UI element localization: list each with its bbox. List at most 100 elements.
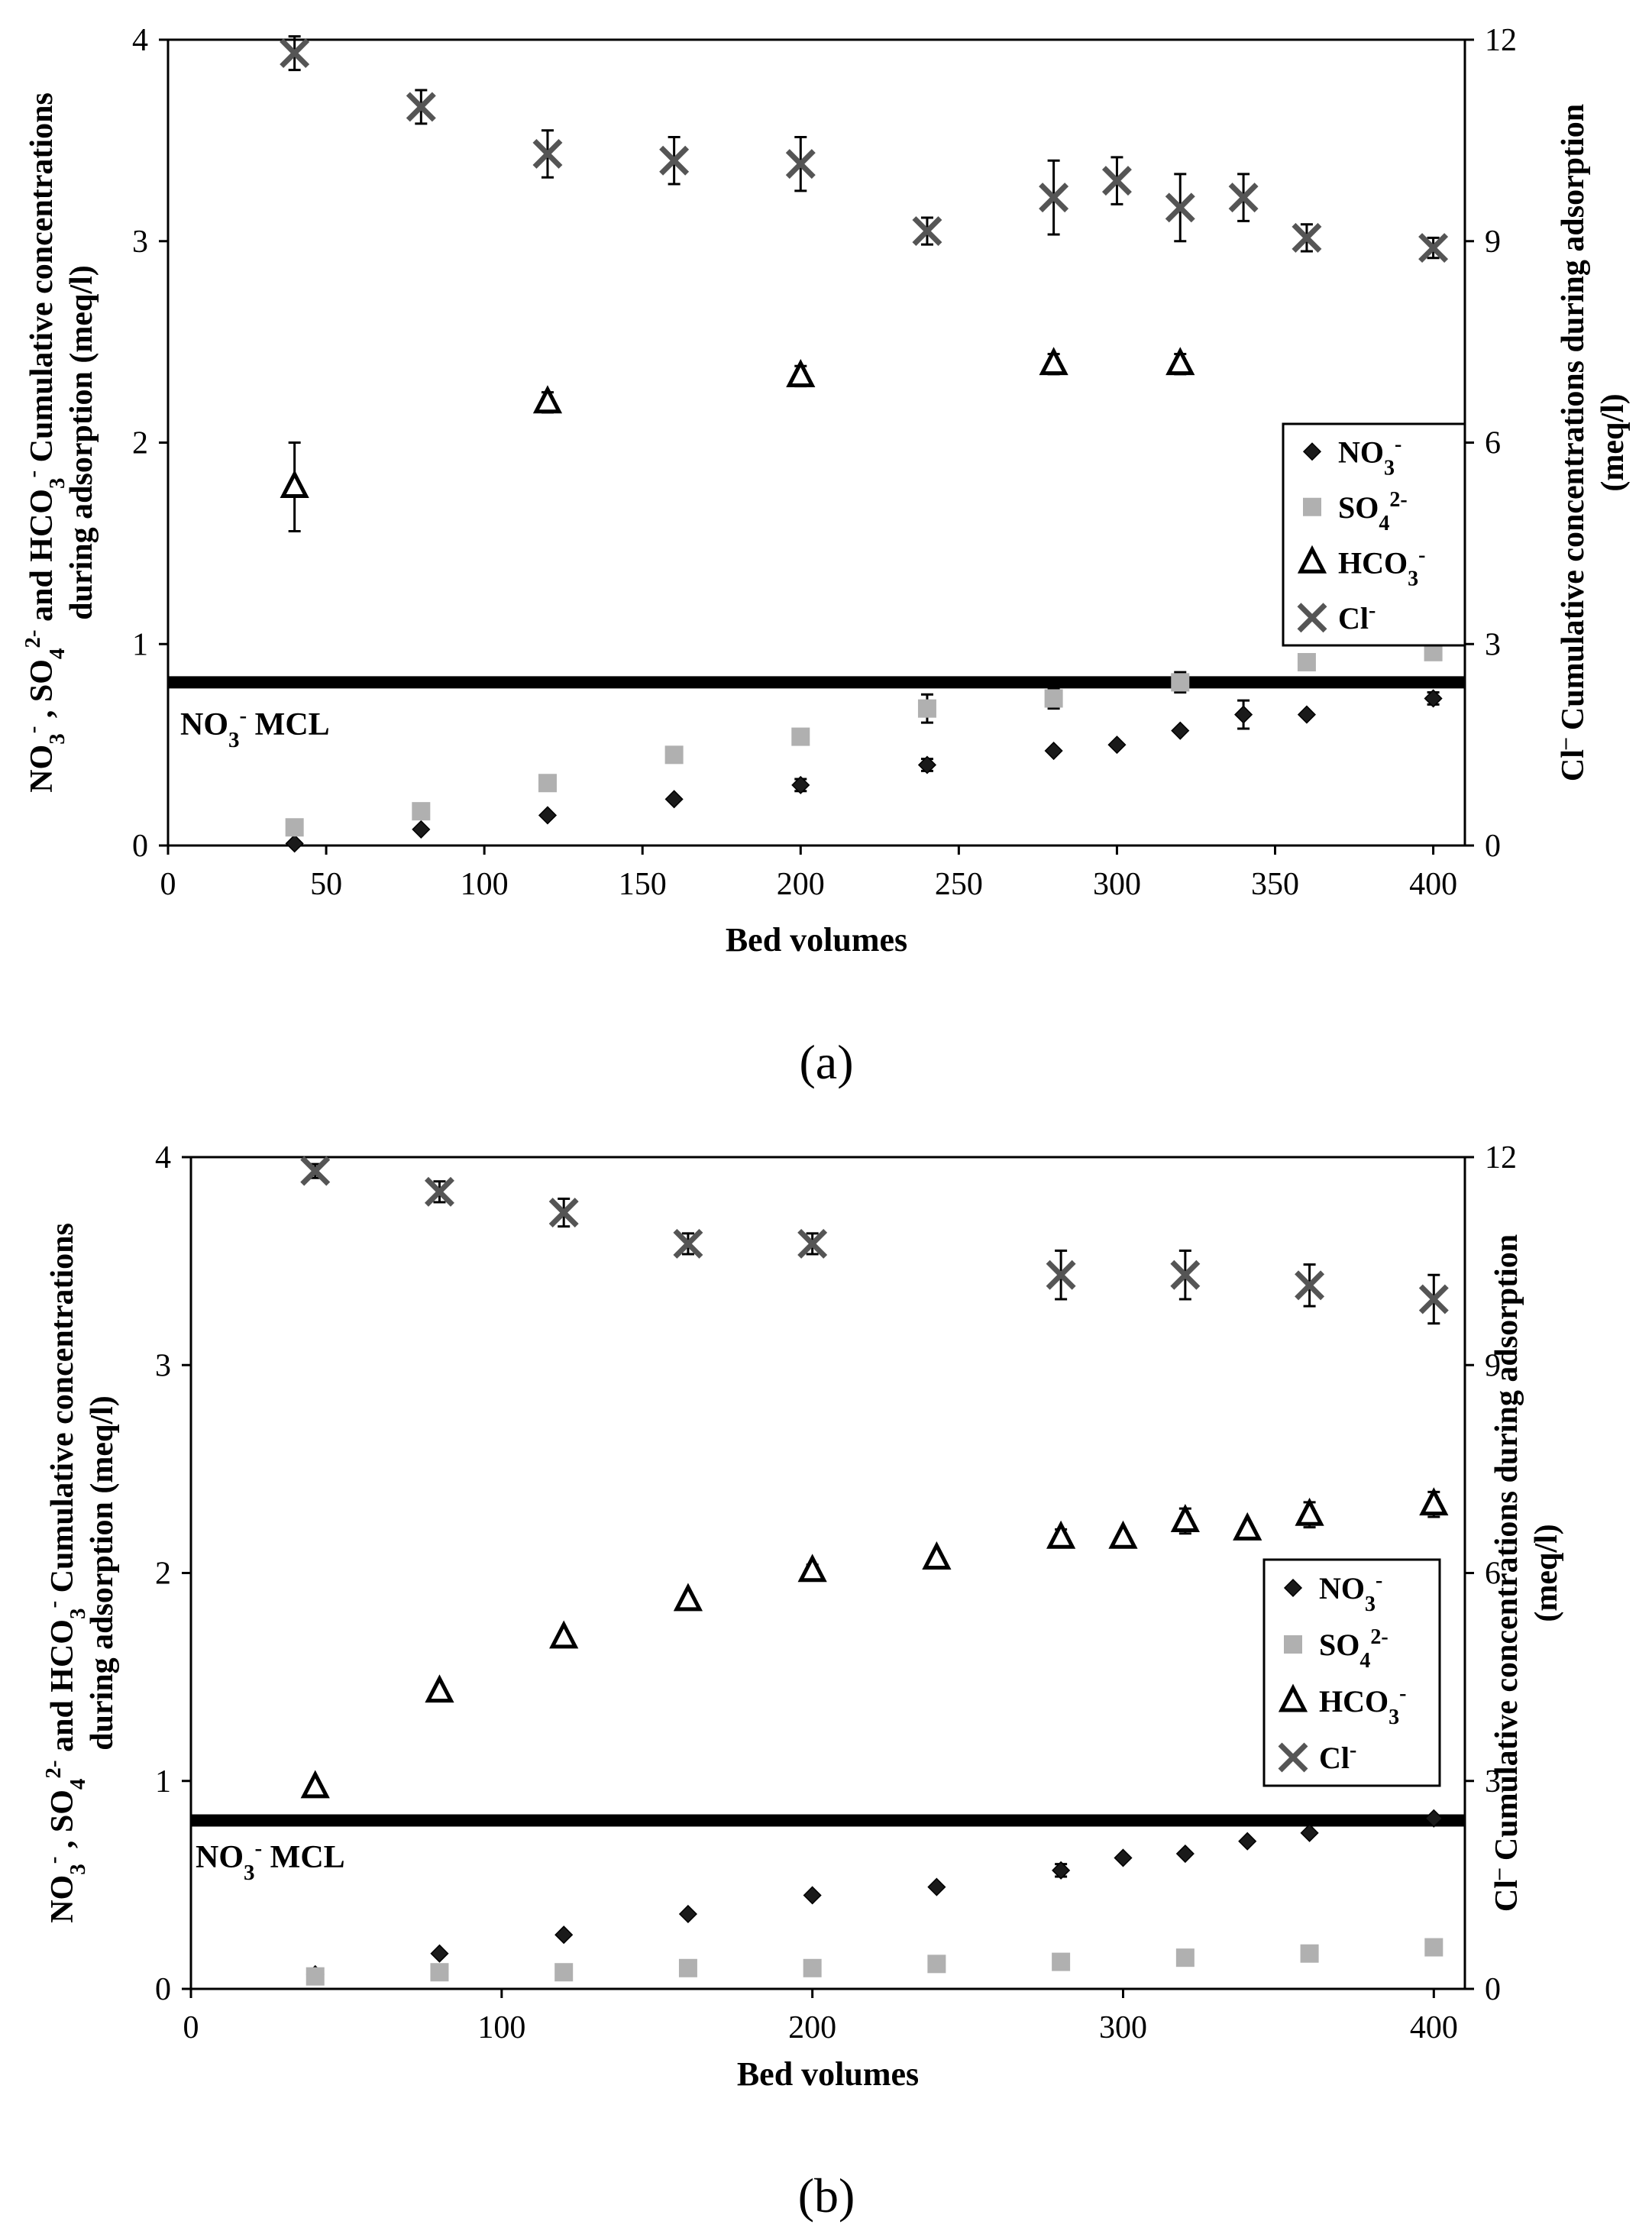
cl-point xyxy=(1046,1259,1076,1290)
x-tick-label: 0 xyxy=(183,2010,199,2045)
y-left-tick-label: 2 xyxy=(155,1557,171,1592)
legend-label: SO42- xyxy=(1319,1625,1389,1673)
no3-point xyxy=(538,806,558,825)
x-tick-label: 400 xyxy=(1409,867,1457,902)
so4-point xyxy=(1300,1944,1319,1963)
cl-point xyxy=(912,216,942,247)
y-right-tick-label: 0 xyxy=(1485,829,1501,864)
hco3-point xyxy=(1419,1487,1449,1516)
so4-point xyxy=(1175,1948,1195,1967)
cl-point xyxy=(1418,1284,1449,1314)
y-left-tick-label: 0 xyxy=(155,1972,171,2007)
y-left-tick-label: 2 xyxy=(132,426,148,461)
y-right-label: Cl– Cumulative concentrations during ads… xyxy=(1552,104,1591,781)
x-tick-label: 350 xyxy=(1251,867,1299,902)
x-tick-label: 0 xyxy=(160,867,176,902)
y-left-label-line2: during adsorption (meq/l) xyxy=(64,265,99,619)
cl-point xyxy=(785,149,816,179)
so4-point xyxy=(412,802,431,821)
legend-marker xyxy=(1278,1683,1308,1712)
x-tick-label: 100 xyxy=(477,2010,525,2045)
y-left-tick-label: 1 xyxy=(132,627,148,662)
x-tick-label: 250 xyxy=(935,867,983,902)
hco3-point xyxy=(300,1770,330,1799)
hco3-point xyxy=(1170,1503,1200,1532)
cl-point xyxy=(300,1156,331,1186)
so4-point xyxy=(306,1967,325,1986)
no3-point xyxy=(1424,1809,1443,1828)
legend: NO3- SO42- HCO3- Cl- xyxy=(1262,1558,1441,1787)
legend-marker xyxy=(1284,1635,1302,1654)
hco3-point xyxy=(280,470,309,499)
so4-point xyxy=(1424,1938,1443,1957)
so4-point xyxy=(678,1958,697,1977)
so4-point xyxy=(1052,1952,1071,1971)
legend-marker xyxy=(1278,1742,1308,1773)
y-right-label-line2: (meq/l) xyxy=(1595,393,1631,491)
hco3-point xyxy=(1039,347,1068,376)
cl-point xyxy=(1418,233,1449,264)
cl-point xyxy=(673,1228,703,1259)
hco3-point xyxy=(673,1583,703,1612)
cl-point xyxy=(406,92,436,122)
y-left-label: NO3- , SO42- and HCO3- Cumulative concen… xyxy=(41,1223,90,1923)
no3-point xyxy=(1171,721,1190,740)
no3-point xyxy=(1234,705,1253,724)
so4-point xyxy=(430,1963,449,1982)
y-right-tick-label: 3 xyxy=(1485,627,1501,662)
cl-point xyxy=(659,145,690,176)
no3-point xyxy=(1175,1844,1195,1864)
no3-point xyxy=(285,834,304,853)
y-right-tick-label: 0 xyxy=(1485,1972,1501,2007)
no3-point xyxy=(1238,1832,1257,1851)
y-left-tick-label: 4 xyxy=(132,23,148,58)
plot-frame xyxy=(166,38,1466,847)
y-left-tick-label: 3 xyxy=(132,225,148,260)
cl-point xyxy=(1170,1259,1201,1290)
no3-point xyxy=(1107,736,1127,755)
no3-point xyxy=(412,820,431,839)
cl-point xyxy=(532,138,563,169)
y-right-tick-label: 6 xyxy=(1485,1557,1501,1592)
y-left-tick-label: 0 xyxy=(132,829,148,864)
x-tick-label: 300 xyxy=(1093,867,1141,902)
legend-marker xyxy=(1303,497,1321,516)
x-tick-label: 300 xyxy=(1099,2010,1147,2045)
legend-label: HCO3- xyxy=(1319,1682,1406,1729)
y-right-tick-label: 9 xyxy=(1485,225,1501,260)
y-right-tick-label: 3 xyxy=(1485,1764,1501,1799)
y-right-tick-label: 6 xyxy=(1485,426,1501,461)
so4-point xyxy=(917,699,936,718)
no3-point xyxy=(791,775,810,794)
legend-box xyxy=(1262,1558,1441,1787)
mcl-label: NO3- MCL xyxy=(180,703,330,752)
no3-point xyxy=(917,755,937,774)
legend-label: NO3- xyxy=(1338,432,1401,480)
hco3-point xyxy=(1165,347,1195,376)
panel-a-label: (a) xyxy=(799,1035,853,1089)
x-axis-label: Bed volumes xyxy=(726,921,907,959)
hco3-point xyxy=(532,385,563,414)
y-right-label: Cl– Cumulative concentrations during ads… xyxy=(1486,1234,1524,1912)
so4-point xyxy=(927,1955,946,1974)
x-tick-label: 200 xyxy=(777,867,825,902)
cl-point xyxy=(280,38,310,69)
hco3-point xyxy=(1295,1497,1324,1526)
legend-box xyxy=(1282,422,1466,647)
no3-point xyxy=(1114,1848,1133,1867)
so4-point xyxy=(1297,652,1316,671)
y-left-tick-label: 4 xyxy=(155,1140,171,1175)
so4-point xyxy=(1044,689,1063,708)
y-left-label-line2: during adsorption (meq/l) xyxy=(85,1395,120,1750)
no3-point xyxy=(803,1886,822,1905)
so4-point xyxy=(803,1958,822,1977)
cl-point xyxy=(1165,192,1195,223)
legend-marker xyxy=(1302,442,1322,461)
y-left-tick-label: 1 xyxy=(155,1764,171,1799)
no3-point xyxy=(554,1925,574,1945)
y-right-label-line2: (meq/l) xyxy=(1529,1524,1564,1622)
y-left-label: NO3- , SO42- and HCO3- Cumulative concen… xyxy=(21,92,70,793)
hco3-point xyxy=(1108,1520,1138,1549)
